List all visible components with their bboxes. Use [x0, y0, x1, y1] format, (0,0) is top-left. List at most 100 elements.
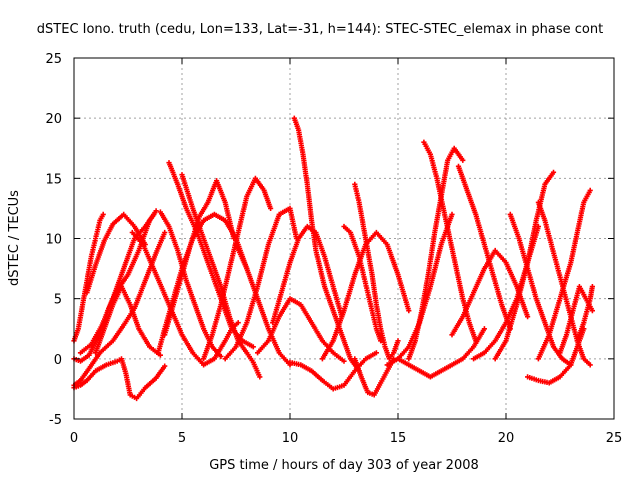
data-point-markers: [490, 272, 504, 306]
data-point-markers: [84, 256, 94, 284]
data-point-markers: [309, 320, 324, 342]
data-point-markers: [471, 268, 487, 296]
data-point-markers: [97, 339, 114, 356]
data-point-markers: [136, 326, 152, 348]
data-point-markers: [369, 272, 379, 306]
data-point-markers: [434, 175, 446, 209]
data-point-markers: [101, 223, 115, 244]
data-point-markers: [209, 304, 223, 338]
data-point-markers: [123, 370, 133, 396]
data-point-markers: [88, 324, 104, 347]
data-point-markers: [449, 315, 465, 338]
data-point-markers: [201, 334, 215, 362]
data-point-markers: [395, 356, 410, 367]
data-point-markers: [365, 247, 375, 275]
data-point-markers: [131, 280, 148, 311]
data-point-markers: [587, 284, 595, 302]
data-point-markers: [97, 211, 106, 223]
data-point-markers: [244, 286, 260, 326]
data-point-markers: [373, 229, 389, 246]
data-point-markers: [356, 199, 366, 227]
data-point-markers: [179, 332, 195, 354]
data-point-markers: [93, 363, 108, 374]
data-point-markers: [110, 324, 126, 344]
data-point-markers: [533, 296, 547, 324]
data-point-markers: [384, 357, 399, 368]
data-point-markers: [546, 298, 562, 338]
data-point-markers: [278, 262, 292, 296]
data-point-markers: [341, 223, 352, 234]
data-point-markers: [322, 284, 336, 312]
data-point-markers: [140, 241, 158, 276]
data-point-markers: [535, 334, 551, 362]
data-point-markers: [129, 229, 145, 246]
data-point-markers: [190, 350, 205, 366]
data-point-markers: [276, 206, 291, 217]
data-point-markers: [201, 357, 216, 368]
data-point-markers: [481, 249, 497, 272]
data-point-markers: [209, 260, 223, 288]
data-point-markers: [244, 350, 255, 364]
data-series-14: [233, 241, 293, 368]
data-point-markers: [201, 235, 215, 264]
data-point-markers: [179, 172, 195, 209]
data-series-20: [341, 223, 384, 344]
data-point-markers: [255, 244, 271, 290]
data-point-markers: [386, 352, 395, 362]
data-point-markers: [153, 229, 168, 256]
x-tick-label: 20: [498, 431, 515, 446]
data-point-markers: [142, 376, 158, 391]
data-point-markers: [557, 364, 572, 380]
data-point-markers: [298, 362, 313, 373]
x-axis-title: GPS time / hours of day 303 of year 2008: [209, 458, 479, 473]
data-point-markers: [121, 211, 136, 228]
data-point-markers: [77, 379, 88, 388]
data-point-markers: [218, 268, 232, 308]
data-point-markers: [121, 237, 137, 272]
x-tick-label: 25: [606, 431, 623, 446]
data-point-markers: [261, 187, 274, 211]
data-point-markers: [300, 151, 310, 185]
data-point-markers: [548, 241, 560, 269]
data-point-markers: [581, 356, 593, 368]
data-point-markers: [581, 298, 593, 326]
data-point-markers: [570, 286, 582, 314]
data-series-13: [201, 175, 274, 362]
data-point-markers: [322, 253, 336, 288]
data-point-markers: [503, 304, 519, 344]
x-tick-label: 10: [282, 431, 299, 446]
data-point-markers: [118, 284, 132, 306]
data-point-markers: [93, 220, 102, 242]
data-series-22: [319, 229, 412, 362]
data-point-markers: [341, 274, 357, 314]
data-series-35: [535, 187, 593, 362]
data-series-21: [352, 181, 401, 362]
data-point-markers: [205, 180, 219, 205]
data-point-markers: [214, 178, 227, 203]
data-point-markers: [319, 377, 334, 391]
data-point-markers: [471, 351, 486, 362]
data-point-markers: [84, 264, 98, 296]
data-point-markers: [330, 350, 347, 364]
data-series-33: [535, 199, 593, 368]
data-point-markers: [125, 249, 141, 278]
data-point-markers: [581, 187, 593, 205]
data-point-markers: [503, 260, 519, 288]
data-point-markers: [363, 231, 378, 248]
data-point-markers: [255, 296, 271, 330]
data-point-markers: [170, 274, 184, 308]
chart-title: dSTEC Iono. truth (cedu, Lon=133, Lat=-3…: [37, 22, 603, 37]
data-point-markers: [265, 213, 282, 248]
data-series-1: [71, 229, 168, 388]
data-point-markers: [134, 386, 147, 402]
data-point-markers: [425, 232, 437, 278]
data-point-markers: [77, 353, 90, 364]
data-point-markers: [525, 266, 539, 300]
data-point-markers: [449, 357, 464, 368]
data-point-markers: [80, 280, 90, 308]
data-point-markers: [222, 345, 238, 362]
data-point-markers: [378, 370, 389, 386]
data-series-27: [395, 326, 487, 380]
data-point-markers: [460, 292, 476, 320]
data-point-markers: [453, 266, 465, 300]
